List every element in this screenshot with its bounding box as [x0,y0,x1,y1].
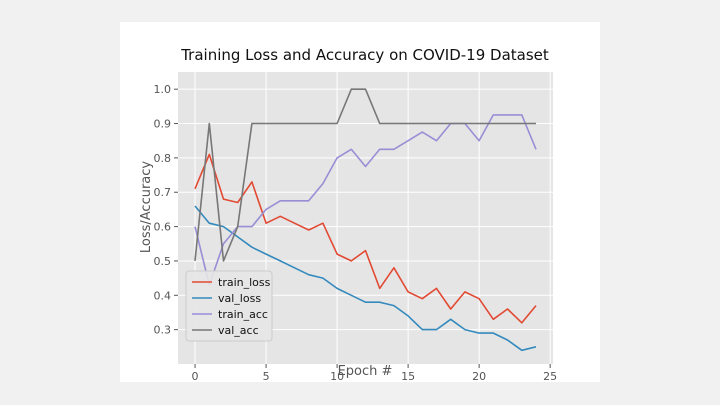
x-tick-label: 0 [192,370,199,382]
legend-box [185,270,273,342]
series-lines [194,88,537,352]
y-tick-label: 0.7 [154,186,172,199]
y-axis-ticks: 0.3 0.4 0.5 0.6 0.7 0.8 0.9 1.0 [154,83,178,337]
y-tick-label: 1.0 [154,83,172,96]
x-tick-label: 10 [330,370,344,382]
series-line-train-acc [194,114,537,286]
line-chart: Training Loss and Accuracy on COVID-19 D… [139,46,557,382]
series-line-val-loss [194,205,537,352]
y-tick-label: 0.8 [154,152,172,165]
legend: train_loss val_loss train_acc val_acc [185,270,273,342]
chart-title: Training Loss and Accuracy on COVID-19 D… [180,46,549,64]
x-tick-label: 20 [472,370,486,382]
x-tick-label: 5 [263,370,270,382]
legend-entry: train_acc [218,308,268,321]
x-axis-label: Epoch # [338,364,393,379]
legend-entry: train_loss [218,276,271,289]
y-tick-label: 0.3 [154,324,172,337]
x-axis-ticks: 0 5 10 15 20 25 [192,364,557,382]
y-axis-label: Loss/Accuracy [139,161,154,254]
y-tick-label: 0.9 [154,118,172,131]
x-tick-label: 15 [401,370,415,382]
y-tick-label: 0.6 [154,221,172,234]
chart-figure: Training Loss and Accuracy on COVID-19 D… [120,22,600,382]
y-tick-label: 0.5 [154,255,172,268]
legend-entry: val_acc [218,324,259,337]
series-line-train-loss [194,153,537,324]
series-line-val-acc [194,88,536,262]
legend-entry: val_loss [218,292,261,305]
x-tick-label: 25 [543,370,557,382]
y-tick-label: 0.4 [154,289,172,302]
